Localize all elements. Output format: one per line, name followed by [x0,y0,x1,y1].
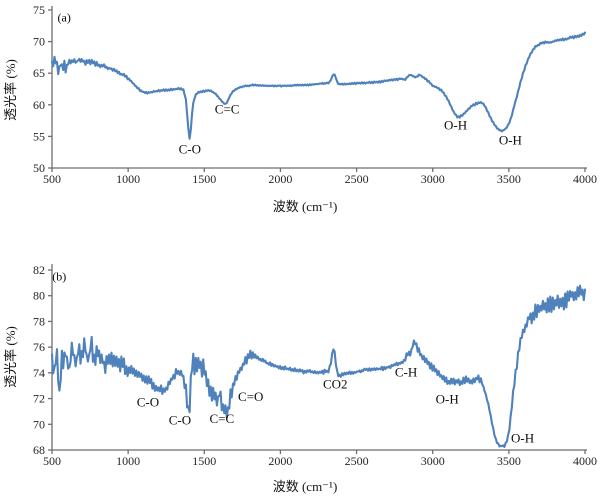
y-tick-label: 72 [33,392,45,406]
x-tick-label: 1500 [192,172,216,186]
y-axis-label-b: 透光率 (%) [3,326,18,388]
x-tick-label: 1000 [116,454,140,468]
y-tick-label: 50 [33,161,45,175]
annotation-label: CO2 [323,376,348,391]
x-tick-label: 4000 [573,172,597,186]
annotation-label: O-H [444,117,467,132]
annotation-label: C=C [209,411,234,426]
y-tick-label: 65 [33,66,45,80]
panel-label: (a) [58,10,71,24]
annotation-label: C-O [179,141,201,156]
x-tick-label: 1000 [116,172,140,186]
annotation-label: C-H [395,365,417,380]
x-tick-label: 4000 [573,454,597,468]
y-tick-label: 68 [33,443,45,457]
x-tick-label: 3500 [497,454,521,468]
x-tick-label: 2000 [268,172,292,186]
axis-lines [51,264,587,451]
x-tick-label: 3000 [421,454,445,468]
chart-panel-a: 波数 (cm⁻¹) 透光率 (%) 50 55 60 65 70 75 500 1000 150… [3,3,597,214]
x-tick-label: 2500 [345,172,369,186]
annotation-label: O-H [436,392,459,407]
x-tick-label: 500 [43,172,61,186]
x-tick-label: 3000 [421,172,445,186]
x-tick-label: 1500 [192,454,216,468]
y-tick-label: 75 [33,3,45,17]
annotation-label: C-O [169,412,191,427]
x-tick-label: 2000 [268,454,292,468]
y-tick-label: 70 [33,417,45,431]
spectrum-line [50,31,587,140]
y-tick-label: 76 [33,340,45,354]
chart-panel-b: 波数 (cm⁻¹) 透光率 (%) 68 70 72 74 76 78 80 82 500 100… [3,263,597,494]
y-axis-label-a: 透光率 (%) [3,59,18,121]
y-tick-label: 70 [33,35,45,49]
panel-label: (b) [52,269,66,283]
annotation-label: C-O [137,394,159,409]
y-tick-label: 60 [33,98,45,112]
annotation-label: C=C [215,102,240,117]
x-axis-label-b: 波数 (cm⁻¹) [273,479,338,494]
y-tick-label: 74 [33,366,45,380]
y-tick-label: 55 [33,129,45,143]
y-tick-label: 82 [33,263,45,277]
x-tick-label: 500 [43,454,61,468]
spectrum-line [50,284,587,448]
y-tick-label: 78 [33,314,45,328]
x-tick-label: 2500 [345,454,369,468]
annotation-label: O-H [499,133,522,148]
x-tick-label: 3500 [497,172,521,186]
y-tick-label: 80 [33,289,45,303]
annotation-label: C=O [238,389,263,404]
annotation-label: O-H [511,430,534,445]
x-axis-label-a: 波数 (cm⁻¹) [273,199,338,214]
